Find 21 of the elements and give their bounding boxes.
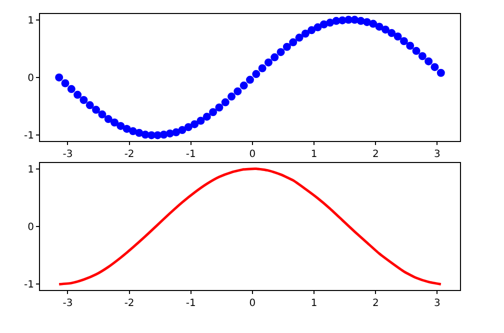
x-tick-label: -1: [186, 148, 196, 160]
y-tick-label: 0: [28, 222, 34, 234]
x-tick-label: 0: [249, 148, 256, 160]
x-tick-label: -3: [62, 298, 73, 309]
x-tick-label: 1: [310, 148, 318, 160]
x-tick-label: 3: [434, 298, 440, 309]
y-tick-label: -1: [24, 280, 34, 291]
x-tick-label: 3: [434, 148, 440, 160]
x-tick-label: 0: [249, 298, 256, 309]
x-tick-label: -3: [62, 148, 73, 160]
y-tick-label: 1: [28, 15, 34, 26]
x-tick-label: 1: [310, 298, 318, 309]
x-tick-label: 2: [372, 298, 379, 309]
y-tick-label: 0: [28, 72, 34, 84]
line-series: [58, 168, 442, 286]
x-tick-label: -2: [124, 148, 134, 160]
y-tick-label: -1: [24, 130, 34, 142]
x-tick-label: -1: [186, 298, 196, 309]
y-tick-label: 1: [28, 164, 34, 176]
x-tick-label: -2: [124, 298, 134, 309]
x-tick-label: 2: [372, 148, 379, 160]
